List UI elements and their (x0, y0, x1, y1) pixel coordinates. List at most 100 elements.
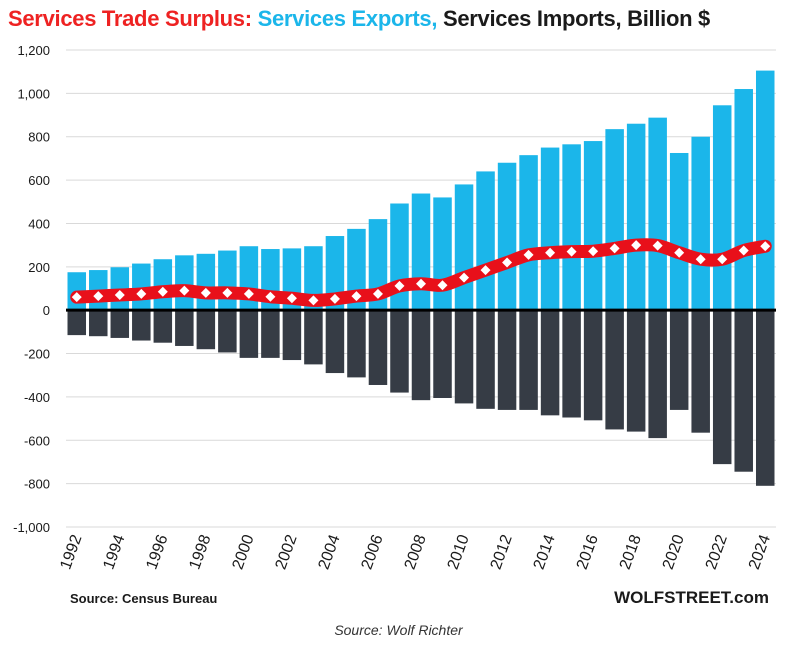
import-bar (411, 310, 431, 401)
surplus-point (372, 288, 383, 299)
export-bar (734, 89, 753, 311)
x-tick-label: 2014 (531, 532, 559, 571)
surplus-point (523, 249, 534, 260)
import-bar (433, 310, 452, 398)
y-tick-label: 800 (28, 130, 50, 145)
export-bar (583, 141, 603, 311)
surplus-point (200, 287, 211, 298)
y-tick-label: 0 (43, 303, 50, 318)
surplus-point (480, 265, 491, 276)
y-tick-label: 600 (28, 173, 50, 188)
export-bar (411, 193, 431, 311)
import-bar (519, 310, 538, 410)
import-bar (239, 310, 259, 358)
import-bar (218, 310, 237, 353)
surplus-point (437, 280, 448, 291)
y-tick-label: -600 (24, 433, 50, 448)
x-tick-label: 2016 (574, 532, 602, 571)
import-bar (562, 310, 581, 418)
x-tick-label: 2004 (316, 532, 344, 571)
y-tick-label: -400 (24, 390, 50, 405)
x-tick-label: 2006 (359, 532, 387, 571)
chart-title: Services Trade Surplus: Services Exports… (8, 6, 710, 32)
import-bar (648, 310, 667, 439)
x-tick-label: 2010 (445, 532, 473, 571)
x-tick-label: 1998 (186, 532, 214, 571)
surplus-point (136, 288, 147, 299)
import-bar (261, 310, 280, 358)
import-bar (712, 310, 732, 465)
title-surplus: Services Trade Surplus: (8, 6, 258, 31)
export-bar (476, 171, 495, 311)
x-tick-label: 2018 (617, 532, 645, 571)
x-tick-label: 2008 (402, 532, 430, 571)
source-label: Source: Census Bureau (70, 591, 218, 606)
x-tick-label: 2012 (488, 532, 516, 571)
export-bar (218, 250, 237, 311)
export-bar (648, 117, 667, 311)
export-bar (755, 70, 775, 311)
export-bar (626, 123, 646, 311)
surplus-point (674, 247, 685, 258)
y-tick-label: 1,200 (17, 43, 50, 58)
import-bar (734, 310, 753, 472)
import-bar (669, 310, 689, 410)
import-bar (626, 310, 646, 432)
surplus-point (308, 295, 319, 306)
import-bar (175, 310, 194, 346)
import-bar (304, 310, 323, 365)
surplus-point (71, 292, 82, 303)
surplus-point (631, 240, 642, 251)
import-bar (476, 310, 495, 409)
export-bar (497, 162, 517, 311)
export-bar (153, 259, 173, 311)
surplus-point (157, 286, 168, 297)
x-tick-label: 1996 (143, 532, 171, 571)
export-bar (519, 155, 538, 311)
surplus-point (265, 291, 276, 302)
surplus-point (502, 257, 513, 268)
export-bar (325, 236, 345, 311)
export-bar (669, 152, 689, 311)
title-exports: Services Exports, (257, 6, 443, 31)
import-bar (390, 310, 409, 393)
export-bar (691, 136, 710, 311)
import-bar (755, 310, 775, 486)
import-bar (132, 310, 151, 341)
surplus-point (652, 240, 663, 251)
x-tick-label: 2002 (273, 532, 301, 571)
surplus-point (695, 254, 706, 265)
export-bar (605, 129, 624, 311)
x-tick-label: 1994 (100, 532, 128, 571)
y-tick-label: -1,000 (13, 520, 50, 535)
surplus-point (717, 254, 728, 265)
import-bar (583, 310, 603, 421)
import-bar (497, 310, 517, 410)
surplus-point (243, 288, 254, 299)
import-bar (89, 310, 108, 337)
surplus-point (394, 280, 405, 291)
import-bar (368, 310, 388, 385)
surplus-point (286, 293, 297, 304)
x-tick-label: 2000 (229, 532, 257, 571)
import-bar (196, 310, 216, 350)
y-tick-label: 400 (28, 216, 50, 231)
surplus-point (329, 293, 340, 304)
surplus-point (93, 291, 104, 302)
brand-label: WOLFSTREET.com (614, 588, 769, 607)
x-tick-label: 1992 (57, 532, 85, 571)
y-axis: 1,200 1,000 800 600 400 200 0 -200 -400 -600 -800 -… (13, 43, 50, 535)
surplus-point (351, 291, 362, 302)
export-bar (454, 184, 474, 311)
import-bar (325, 310, 345, 374)
import-bar (110, 310, 130, 338)
export-bar (562, 144, 581, 311)
surplus-point (222, 287, 233, 298)
import-bar (540, 310, 560, 416)
x-tick-label: 2022 (703, 532, 731, 571)
surplus-point (609, 243, 620, 254)
export-bar (196, 253, 216, 311)
chart-area: 1,2001,0008006004002000-200-400-600-800-… (13, 43, 776, 572)
surplus-point (179, 285, 190, 296)
y-tick-label: 1,000 (17, 86, 50, 101)
